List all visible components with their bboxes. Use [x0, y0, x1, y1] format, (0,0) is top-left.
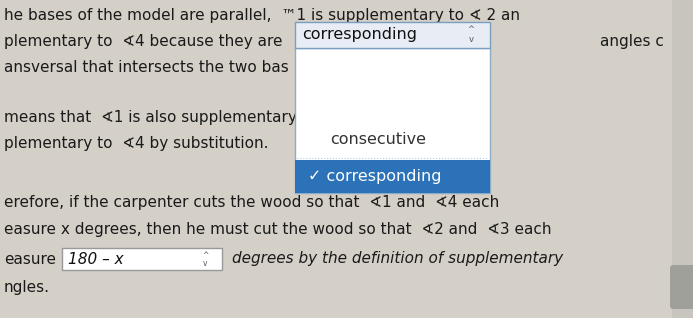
- FancyBboxPatch shape: [62, 248, 222, 270]
- Text: corresponding: corresponding: [302, 27, 417, 43]
- Text: plementary to  ∢4 because they are: plementary to ∢4 because they are: [4, 34, 283, 49]
- Text: he bases of the model are parallel,  ™1 is supplementary to ∢ 2 an: he bases of the model are parallel, ™1 i…: [4, 8, 520, 23]
- Text: v: v: [203, 259, 207, 267]
- Text: easure: easure: [4, 252, 56, 266]
- Text: erefore, if the carpenter cuts the wood so that  ∢1 and  ∢4 each: erefore, if the carpenter cuts the wood …: [4, 195, 499, 210]
- Text: plementary to  ∢4 by substitution.: plementary to ∢4 by substitution.: [4, 136, 268, 151]
- Text: v: v: [468, 36, 473, 45]
- FancyBboxPatch shape: [295, 48, 490, 193]
- Text: angles c: angles c: [600, 34, 664, 49]
- Text: ngles.: ngles.: [4, 280, 50, 295]
- Text: ansversal that intersects the two bas: ansversal that intersects the two bas: [4, 60, 289, 75]
- Text: ✓ corresponding: ✓ corresponding: [308, 169, 441, 184]
- FancyBboxPatch shape: [672, 0, 693, 318]
- FancyBboxPatch shape: [670, 265, 693, 309]
- Text: easure x degrees, then he must cut the wood so that  ∢2 and  ∢3 each: easure x degrees, then he must cut the w…: [4, 222, 552, 237]
- FancyBboxPatch shape: [295, 22, 490, 48]
- Text: means that  ∢1 is also supplementary: means that ∢1 is also supplementary: [4, 110, 297, 125]
- FancyBboxPatch shape: [295, 160, 490, 193]
- Text: consecutive: consecutive: [330, 133, 426, 148]
- Text: ^: ^: [468, 25, 475, 34]
- Text: ^: ^: [202, 251, 208, 259]
- Text: 180 – x: 180 – x: [68, 252, 123, 266]
- Text: degrees by the definition of supplementary: degrees by the definition of supplementa…: [232, 252, 563, 266]
